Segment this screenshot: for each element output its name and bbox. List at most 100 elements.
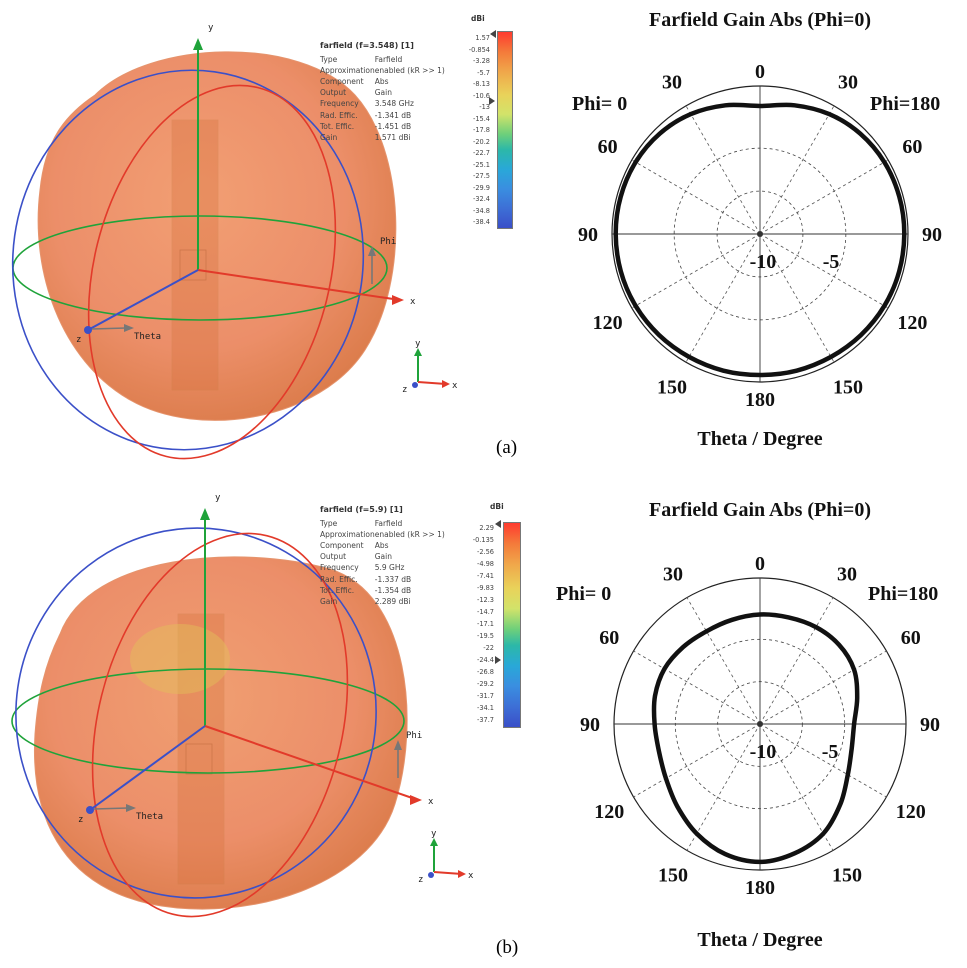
angle-tick-label: 0 <box>755 61 765 83</box>
mini-x-axis <box>417 381 447 385</box>
y-axis-arrow-icon <box>193 38 203 50</box>
info-key: Frequency <box>320 563 359 573</box>
angle-tick-label: 0 <box>755 553 765 575</box>
theta-ring-blue <box>15 527 377 899</box>
info-row: Type Farfield <box>320 54 445 65</box>
colorbar-max-marker[interactable] <box>495 520 501 528</box>
angle-tick-label: 30 <box>838 72 858 94</box>
info-key: Frequency <box>320 99 359 109</box>
mini-x-arrow-icon <box>442 380 450 388</box>
angle-tick-label: 120 <box>897 312 927 334</box>
polar-grid-spoke <box>631 233 761 309</box>
x-axis-title: Theta / Degree <box>697 428 822 450</box>
info-key: Output <box>320 88 347 98</box>
phi-label: Phi <box>406 731 422 741</box>
info-key: Type <box>320 519 338 529</box>
farfield-info-box: farfield (f=5.9) [1] Type Farfield Approxi… <box>320 504 445 607</box>
x-axis-label: x <box>410 297 416 307</box>
polar-center-dot <box>757 721 763 727</box>
info-row: Gain 1.571 dBi <box>320 132 445 143</box>
angle-tick-label: 60 <box>901 627 921 649</box>
angle-tick-label: 90 <box>580 714 600 736</box>
info-key: Gain <box>320 132 338 142</box>
phi-left-label: Phi= 0 <box>572 93 627 115</box>
info-value: Abs <box>374 541 389 551</box>
z-axis <box>89 725 206 811</box>
angle-tick-label: 90 <box>920 714 940 736</box>
info-value: Gain <box>374 88 392 98</box>
info-row: Approximation enabled (kR >> 1) <box>320 529 445 540</box>
info-value: -1.451 dB <box>374 121 412 131</box>
mini-x-label: x <box>452 381 458 391</box>
panel-b: y x z Theta Phi y x z farfield (f=5.9) [1] Type… <box>0 484 967 968</box>
angle-tick-label: 30 <box>837 563 857 585</box>
angle-tick-label: 30 <box>662 72 682 94</box>
angle-tick-label: 150 <box>833 376 863 398</box>
info-value: 5.9 GHz <box>374 563 405 573</box>
polar-outer-ring <box>611 85 909 383</box>
info-row: Rad. Effic. -1.337 dB <box>320 574 445 585</box>
info-row: Frequency 5.9 GHz <box>320 562 445 573</box>
info-value: 1.571 dBi <box>374 132 411 142</box>
mini-z-label: z <box>402 385 407 395</box>
colorbar-max-marker[interactable] <box>490 30 496 38</box>
z-axis-arrow-icon <box>84 326 92 334</box>
info-value: 3.548 GHz <box>374 99 414 109</box>
angle-tick-label: 30 <box>663 563 683 585</box>
info-key: Approximation <box>320 66 375 76</box>
phi-right-label: Phi=180 <box>870 93 940 115</box>
theta-label: Theta <box>136 812 163 822</box>
theta-indicator <box>93 807 129 810</box>
info-key: Component <box>320 77 364 87</box>
info-key: Rad. Effic. <box>320 110 358 120</box>
antenna-slot <box>185 743 213 775</box>
antenna-slot <box>179 249 207 281</box>
radial-tick-label: -5 <box>822 741 839 763</box>
info-row: Output Gain <box>320 551 445 562</box>
z-axis <box>87 269 199 331</box>
radial-tick-label: -10 <box>750 741 777 763</box>
info-value: -1.341 dB <box>374 110 412 120</box>
polar-grid-spoke <box>685 233 761 363</box>
farfield-3d-view[interactable]: y x z Theta Phi y x z <box>0 0 560 484</box>
angle-tick-label: 60 <box>598 136 618 158</box>
theta-ring-blue <box>11 69 365 451</box>
info-row: Tot. Effic. -1.354 dB <box>320 585 445 596</box>
angle-tick-label: 90 <box>578 224 598 246</box>
pattern-highlight <box>130 624 230 694</box>
radial-tick-label: -5 <box>823 251 840 273</box>
farfield-3d-view[interactable]: y x z Theta Phi y x z <box>0 484 560 968</box>
x-axis-title: Theta / Degree <box>697 929 822 951</box>
polar-grid-spoke <box>633 723 761 798</box>
info-key: Gain <box>320 596 338 606</box>
info-value: Abs <box>374 77 389 87</box>
y-axis-arrow-icon <box>200 508 210 520</box>
polar-grid-spoke <box>759 723 887 798</box>
phi-label: Phi <box>380 237 396 247</box>
info-row: Approximation enabled (kR >> 1) <box>320 65 445 76</box>
polar-center-dot <box>757 231 763 237</box>
z-axis-arrow-icon <box>86 806 94 814</box>
colorbar-value-marker[interactable] <box>489 97 495 105</box>
info-key: Component <box>320 541 364 551</box>
polar-grid-spoke <box>686 723 761 851</box>
info-value: -1.337 dB <box>374 574 412 584</box>
info-value: Gain <box>374 552 392 562</box>
polar-grid-spoke <box>685 105 761 235</box>
info-row: Output Gain <box>320 87 445 98</box>
z-axis-label: z <box>76 335 81 345</box>
farfield-info-table: Type Farfield Approximation enabled (kR >> … <box>320 518 445 607</box>
polar-grid-spoke <box>633 650 761 725</box>
info-key: Tot. Effic. <box>320 585 355 595</box>
x-axis-label: x <box>428 797 434 807</box>
colorbar-value-marker[interactable] <box>495 656 501 664</box>
mini-y-arrow-icon <box>414 348 422 356</box>
mini-y-arrow-icon <box>430 838 438 846</box>
gain-pattern-curve <box>613 102 907 378</box>
mini-x-arrow-icon <box>458 870 466 878</box>
polar-grid-ring <box>716 190 804 278</box>
angle-tick-label: 60 <box>599 627 619 649</box>
theta-indicator <box>91 327 127 330</box>
y-axis-label: y <box>215 493 221 503</box>
angle-tick-label: 150 <box>658 865 688 887</box>
